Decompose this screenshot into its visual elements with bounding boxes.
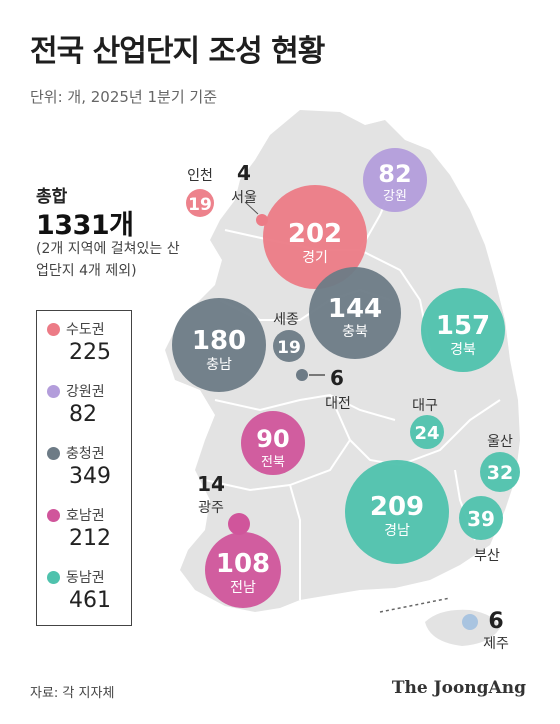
bubble-incheon-value: 19 (188, 195, 212, 215)
bubble-gyeongbuk (421, 288, 505, 372)
bubble-jeonnam-value: 108 (216, 549, 270, 579)
label-gyeonggi: 경기 (302, 250, 328, 266)
bubble-gyeongnam (345, 460, 449, 564)
bubble-ulsan (480, 452, 520, 492)
bubble-chungnam (172, 298, 266, 392)
legend-value: 349 (69, 464, 111, 489)
bubble-gyeongbuk-value: 157 (436, 311, 490, 341)
bubble-sejong (273, 330, 305, 362)
bubble-daejeon-value: 6 (330, 366, 344, 390)
legend-dot-sudo (47, 322, 60, 336)
bubble-gangwon (363, 148, 427, 212)
bubble-jeonbuk (241, 411, 305, 475)
bubble-gangwon-value: 82 (378, 160, 411, 188)
bubble-daegu-value: 24 (414, 423, 439, 444)
legend-value: 82 (69, 402, 97, 427)
bubble-sejong-value: 19 (277, 338, 301, 358)
total-value: 1331개 (36, 210, 134, 241)
legend-name: 호남권 (66, 508, 105, 524)
bubble-gyeongnam-value: 209 (370, 492, 424, 522)
jeju-island (425, 609, 500, 646)
jeju-connector (379, 597, 451, 613)
legend-name: 강원권 (66, 384, 105, 400)
label-ulsan: 울산 (487, 434, 513, 450)
legend-dot-dongnam (47, 570, 60, 584)
bubble-gwangju-value: 14 (197, 472, 225, 496)
legend-value: 212 (69, 526, 111, 551)
bubble-incheon (186, 189, 214, 217)
bubble-gyeonggi (263, 185, 367, 289)
label-gwangju: 광주 (198, 500, 224, 516)
label-chungbuk: 충북 (342, 324, 368, 340)
bubble-daejeon (296, 369, 308, 381)
label-gyeongbuk: 경북 (450, 342, 476, 358)
source-note: 자료: 각 지자체 (30, 686, 115, 701)
legend-value: 225 (69, 340, 111, 365)
legend-item-chungcheong: 충청권 349 (47, 443, 111, 489)
label-jeonnam: 전남 (230, 580, 256, 596)
bubble-gwangju (228, 513, 250, 535)
bubble-jeonbuk-value: 90 (256, 425, 289, 453)
bubble-chungbuk-value: 144 (328, 294, 382, 324)
label-daejeon: 대전 (325, 396, 351, 412)
label-daegu: 대구 (412, 398, 438, 414)
label-chungnam: 충남 (206, 357, 232, 373)
label-gyeongnam: 경남 (384, 523, 410, 539)
bubble-chungbuk (309, 267, 401, 359)
total-note: (2개 지역에 걸쳐있는 산업단지 4개 제외) (36, 241, 180, 279)
bubble-ulsan-value: 32 (487, 462, 513, 484)
page-title: 전국 산업단지 조성 현황 (30, 34, 325, 69)
label-jeju: 제주 (483, 636, 509, 652)
legend-item-sudo: 수도권 225 (47, 319, 111, 365)
unit-note: 단위: 개, 2025년 1분기 기준 (30, 88, 218, 106)
legend-item-gangwon: 강원권 82 (47, 381, 105, 427)
legend-name: 수도권 (66, 322, 105, 338)
legend-item-dongnam: 동남권 461 (47, 567, 111, 613)
total-label: 총합 (36, 187, 68, 207)
legend-value: 461 (69, 588, 111, 613)
legend: 수도권 225 강원권 82 충청권 349 호남권 212 동남권 461 (36, 310, 132, 626)
label-jeonbuk: 전북 (261, 455, 285, 470)
bubble-jeonnam (205, 532, 281, 608)
legend-item-honam: 호남권 212 (47, 505, 111, 551)
label-incheon: 인천 (187, 168, 213, 184)
legend-name: 동남권 (66, 570, 105, 586)
region-bubbles: 19 인천 4 서울 202 경기 82 강원 180 충남 19 세종 144… (172, 148, 520, 652)
bubble-busan-value: 39 (467, 507, 495, 531)
label-busan: 부산 (474, 548, 500, 564)
brand-logo: The JoongAng (391, 678, 526, 698)
bubble-seoul-value: 4 (237, 161, 251, 185)
bubble-jeju (462, 614, 478, 630)
legend-name: 충청권 (66, 446, 105, 462)
bubble-gyeonggi-value: 202 (288, 219, 342, 249)
bubble-jeju-value: 6 (488, 609, 503, 634)
label-sejong: 세종 (273, 312, 299, 328)
seoul-leader (244, 201, 259, 215)
legend-dot-chungcheong (47, 446, 60, 460)
label-gangwon: 강원 (383, 189, 407, 204)
label-seoul: 서울 (231, 190, 257, 206)
bubble-chungnam-value: 180 (192, 326, 246, 356)
legend-dot-honam (47, 508, 60, 522)
bubble-daegu (410, 415, 444, 449)
legend-dot-gangwon (47, 384, 60, 398)
bubble-busan (459, 496, 503, 540)
